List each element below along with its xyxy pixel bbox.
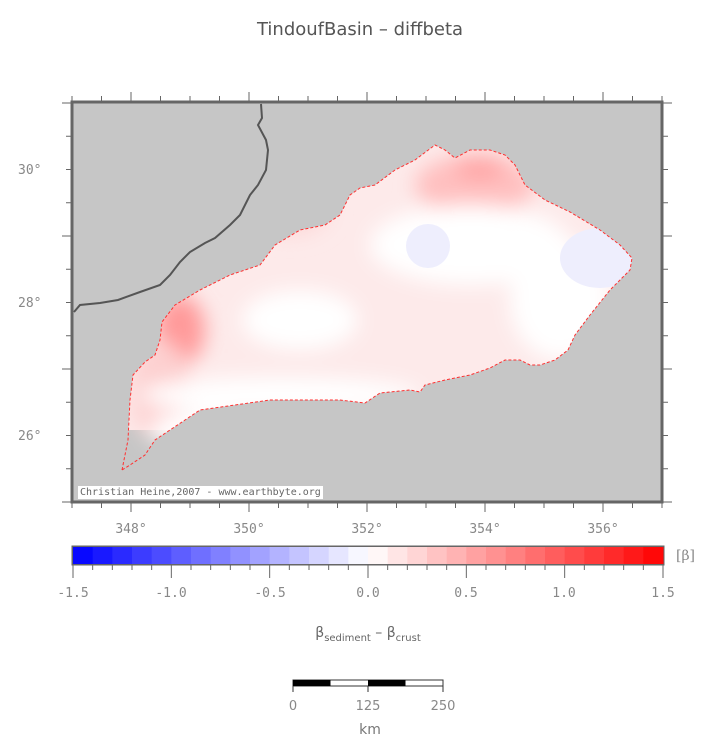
colorbar-bin — [525, 547, 546, 564]
scale-unit: km — [359, 722, 381, 738]
colorbar-bin — [545, 547, 566, 564]
colorbar-tick-label: 0.5 — [454, 586, 478, 601]
colorbar-bin — [427, 547, 448, 564]
colorbar-bin — [466, 547, 487, 564]
colorbar-bin — [486, 547, 507, 564]
lat-tick-label: 30° — [18, 163, 42, 178]
colorbar-tick-label: -1.5 — [57, 586, 89, 601]
colorbar-bin — [368, 547, 389, 564]
lon-tick-label: 352° — [351, 522, 383, 537]
colorbar-bin — [584, 547, 605, 564]
colorbar-bin — [112, 547, 133, 564]
label-minus-beta: – β — [370, 625, 396, 641]
lon-tick-label: 354° — [469, 522, 501, 537]
lon-tick-label: 348° — [115, 522, 147, 537]
colorbar-unit: [β] — [676, 548, 696, 564]
colorbar-bin — [505, 547, 526, 564]
lat-tick-label: 26° — [18, 429, 42, 444]
colorbar-bin — [309, 547, 330, 564]
scale-tick-label: 250 — [430, 699, 456, 714]
colorbar-label: βsediment – βcrust — [0, 625, 720, 644]
label-beta: β — [315, 625, 325, 641]
colorbar-bin — [564, 547, 585, 564]
colorbar-bin — [210, 547, 231, 564]
lon-tick-label: 350° — [233, 522, 265, 537]
scale-bar — [292, 679, 444, 692]
label-sediment: sediment — [324, 632, 371, 644]
colorbar-tick-label: 1.0 — [552, 586, 576, 601]
label-crust: crust — [395, 632, 421, 644]
coastline — [73, 103, 270, 313]
lon-tick-label: 356° — [587, 522, 619, 537]
colorbar-bin — [604, 547, 625, 564]
map-title: TindoufBasin – diffbeta — [256, 19, 464, 40]
colorbar-bin — [132, 547, 153, 564]
colorbar-bin — [151, 547, 172, 564]
colorbar-bin — [191, 547, 212, 564]
colorbar-bin — [623, 547, 644, 564]
scale-tick-label: 0 — [288, 699, 298, 714]
colorbar-tick-label: -1.0 — [155, 586, 187, 601]
colorbar-bin — [289, 547, 310, 564]
colorbar-bin — [446, 547, 467, 564]
colorbar-tick-label: -0.5 — [254, 586, 286, 601]
colorbar-bin — [250, 547, 271, 564]
colorbar-bin — [171, 547, 192, 564]
colorbar-bin — [387, 547, 408, 564]
colorbar-bin — [348, 547, 369, 564]
colorbar-bin — [92, 547, 113, 564]
colorbar-bin — [328, 547, 349, 564]
colorbar-bin — [230, 547, 251, 564]
lat-tick-label: 28° — [18, 296, 42, 311]
credit-text: Christian Heine,2007 - www.earthbyte.org — [78, 486, 323, 499]
colorbar-bin — [643, 547, 664, 564]
colorbar-tick-label: 0.0 — [356, 586, 380, 601]
colorbar-bin — [269, 547, 290, 564]
scale-tick-label: 125 — [355, 699, 381, 714]
colorbar-bin — [407, 547, 428, 564]
colorbar-bin — [73, 547, 94, 564]
colorbar-tick-label: 1.5 — [651, 586, 675, 601]
